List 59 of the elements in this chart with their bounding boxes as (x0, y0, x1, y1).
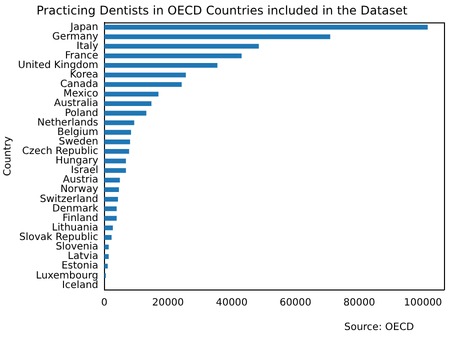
bar (104, 110, 146, 116)
y-tick-label: Japan (69, 22, 98, 33)
y-tick-label: United Kingdom (18, 60, 98, 71)
bar (104, 34, 330, 40)
bar (104, 264, 108, 268)
bar (104, 53, 242, 58)
bar (104, 24, 428, 30)
bar (104, 101, 152, 106)
bar (104, 158, 126, 164)
y-tick-label: Austria (62, 174, 98, 186)
bar (104, 120, 134, 126)
y-axis-title: Country (2, 136, 14, 176)
y-tick-label: Slovak Republic (19, 232, 98, 244)
y-tick-label: Czech Republic (22, 146, 98, 158)
x-tick-label: 40000 (216, 298, 248, 309)
bar (104, 168, 126, 173)
source-note: Source: OECD (344, 322, 414, 333)
y-tick-label: Finland (62, 212, 98, 224)
x-tick-label: 60000 (280, 298, 312, 309)
y-tick-label: Germany (52, 31, 98, 42)
x-tick-label: 80000 (343, 298, 376, 309)
bar (104, 254, 109, 259)
y-tick-label: Switzerland (40, 194, 98, 205)
bar (104, 92, 158, 96)
y-tick-label: Denmark (52, 203, 98, 214)
bar (104, 82, 182, 87)
y-tick-label: Sweden (58, 136, 98, 148)
bar (104, 216, 117, 221)
bar (104, 187, 119, 192)
x-tick-label: 0 (101, 298, 108, 309)
y-tick-label: Luxembourg (36, 270, 98, 282)
bar (104, 244, 109, 250)
bar (104, 235, 112, 240)
bar (104, 149, 130, 154)
bar (104, 225, 113, 230)
bar (104, 139, 130, 144)
y-tick-label: Latvia (68, 251, 98, 262)
bar (104, 44, 259, 49)
chart-title: Practicing Dentists in OECD Countries included in the Dataset (36, 3, 408, 18)
y-tick-label: Italy (76, 40, 98, 52)
x-tick-label: 20000 (152, 298, 184, 309)
y-tick-label: Hungary (56, 156, 98, 167)
y-tick-label: France (65, 50, 98, 62)
y-tick-label: Estonia (61, 260, 98, 272)
x-tick-label: 100000 (404, 298, 442, 309)
y-tick-label: Belgium (57, 126, 98, 138)
bar (104, 206, 117, 212)
y-tick-label: Netherlands (37, 117, 98, 128)
y-tick-label: Lithuania (52, 222, 98, 234)
bar (104, 72, 186, 78)
bar (104, 63, 218, 68)
y-tick-label: Norway (60, 184, 98, 196)
y-tick-label: Australia (54, 98, 98, 110)
bar (104, 130, 132, 135)
y-tick-label: Korea (70, 70, 98, 81)
y-tick-label: Poland (64, 108, 98, 119)
bar (104, 178, 120, 182)
bar (104, 196, 118, 202)
y-tick-label: Iceland (62, 280, 98, 291)
